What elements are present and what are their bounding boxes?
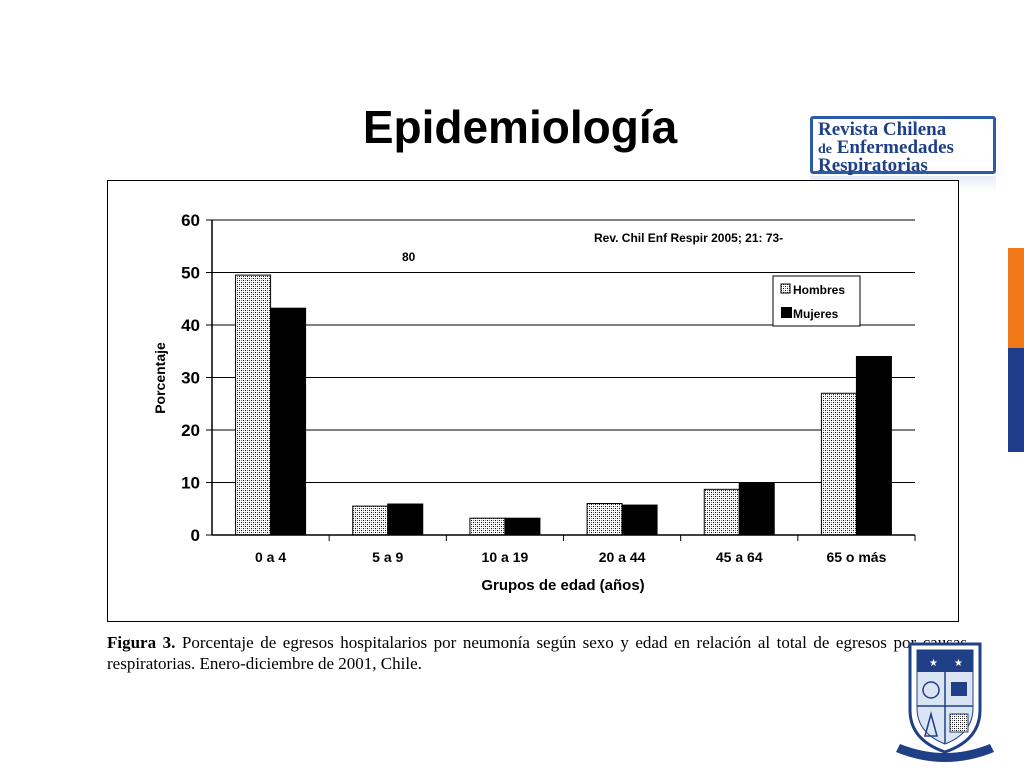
bars [235,274,892,536]
university-crest-logo: ★ ★ [896,642,994,762]
journal-logo-line2-main: Enfermedades [836,137,954,158]
x-tick-label: 10 a 19 [482,549,529,565]
x-tick-label: 0 a 4 [255,549,286,565]
legend-swatch-mujeres [781,307,792,318]
x-tick-label: 20 a 44 [599,549,646,565]
y-tick-labels: 0 10 20 30 40 50 60 [181,211,200,545]
journal-logo-line2-prefix: de [818,142,832,157]
caption-label: Figura 3. [107,633,176,652]
bar-hombres-4 [703,488,740,536]
x-tick-labels: 0 a 4 5 a 9 10 a 19 20 a 44 45 a 64 65 o más [255,549,887,565]
y-tick-label: 30 [181,369,200,388]
x-tick-label: 45 a 64 [716,549,763,565]
journal-logo-box [810,116,996,174]
legend: Hombres Mujeres [772,275,861,327]
bar-mujeres-0 [270,307,307,536]
y-tick-label: 60 [181,211,200,230]
legend-swatch-hombres [780,283,791,294]
bar-hombres-5 [820,392,857,536]
bar-mujeres-1 [387,503,424,536]
crest-figure-icon [922,681,940,699]
legend-label-hombres: Hombres [793,283,845,297]
crest-compass-icon [924,711,938,737]
gridlines [206,219,916,541]
x-axis-label: Grupos de edad (años) [481,577,644,594]
crest-star-icon: ★ [929,658,938,669]
crest-checker-icon [949,713,969,733]
y-tick-label: 20 [181,421,200,440]
accent-bar-blue [1008,348,1024,452]
crest-top-band [917,650,973,672]
y-tick-label: 50 [181,264,200,283]
journal-logo-line2: de Enfermedades [818,138,954,157]
accent-bar-orange [1008,248,1024,348]
bar-chart: 0 10 20 30 40 50 60 0 a 4 5 a 9 10 a 19 20 a 44 45… [152,211,916,594]
crest-motto-ribbon [896,744,994,762]
bar-mujeres-3 [621,504,658,536]
y-tick-label: 10 [181,474,200,493]
journal-logo-line1: Revista Chilena [818,119,947,140]
y-axis-label: Porcentaje [152,342,168,414]
figure-caption: Figura 3. Porcentaje de egresos hospital… [107,632,967,674]
journal-logo-line3: Respiratorias [818,155,928,176]
x-tick-label: 65 o más [826,549,886,565]
journal-logo: Revista Chilena de Enfermedades Respirat… [810,116,996,192]
bar-mujeres-5 [855,356,892,536]
bar-hombres-3 [586,503,623,536]
x-tick-label: 5 a 9 [372,549,403,565]
source-annotation-line1: Rev. Chil Enf Respir 2005; 21: 73- [594,231,783,245]
bar-mujeres-2 [504,517,541,536]
legend-label-mujeres: Mujeres [793,307,839,321]
source-annotation-line2: 80 [402,250,416,264]
crest-star-icon: ★ [954,658,963,669]
crest-book-icon [951,682,967,696]
slide-title: Epidemiología [362,101,678,153]
caption-text: Porcentaje de egresos hospitalarios por … [107,633,968,673]
y-tick-label: 0 [191,526,200,545]
bar-hombres-1 [352,505,389,536]
bar-hombres-2 [469,517,506,536]
bar-mujeres-4 [738,482,775,536]
y-tick-label: 40 [181,316,200,335]
bar-hombres-0 [235,274,272,536]
